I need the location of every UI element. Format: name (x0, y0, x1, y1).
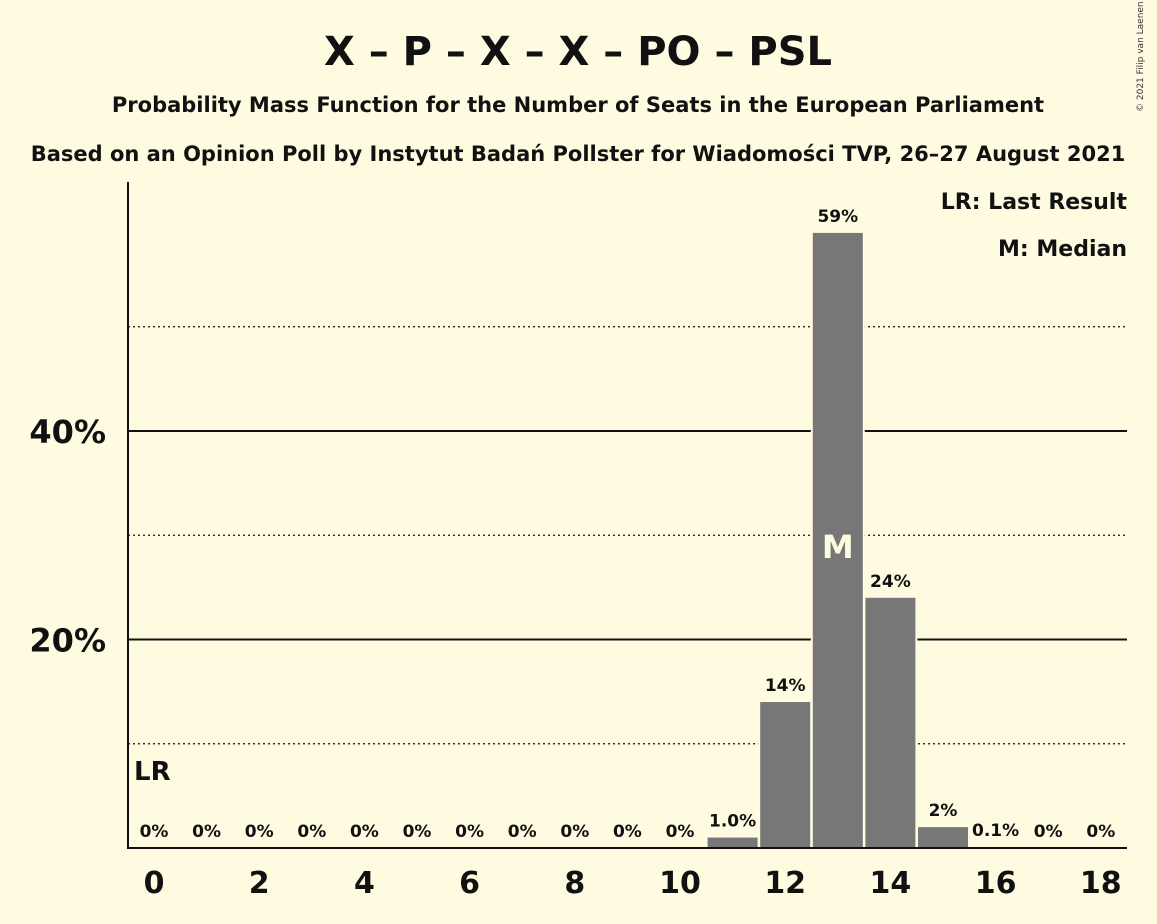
x-tick-label: 2 (249, 866, 270, 901)
bar (707, 837, 758, 848)
y-tick-label: 20% (29, 622, 106, 660)
x-tick-label: 6 (459, 866, 480, 901)
bar-value-label: 59% (817, 207, 858, 227)
axes: 20% 40% 0 2 4 6 8 10 12 14 16 18 (29, 182, 1127, 901)
bar-value-label: 14% (765, 676, 806, 696)
x-tick-label: 12 (764, 866, 806, 901)
y-tick-label: 40% (29, 413, 106, 451)
legend-median: M: Median (998, 237, 1127, 262)
bar-value-label: 0% (455, 822, 484, 842)
bar-value-label: 0% (508, 822, 537, 842)
median-marker: M (822, 528, 854, 566)
bar-value-label: 0% (350, 822, 379, 842)
bars (705, 230, 1023, 849)
last-result-marker: LR (134, 757, 171, 787)
bar-value-label: 24% (870, 572, 911, 592)
x-tick-label: 8 (564, 866, 585, 901)
legend-last-result: LR: Last Result (941, 190, 1128, 215)
bar-value-label: 0.1% (972, 821, 1019, 841)
bar-value-label: 0% (560, 822, 589, 842)
bar (760, 702, 811, 848)
x-tick-label: 16 (975, 866, 1017, 901)
x-tick-label: 18 (1080, 866, 1122, 901)
bar-value-label: 0% (245, 822, 274, 842)
bar-value-label: 0% (140, 822, 169, 842)
bar-halo (968, 844, 1023, 848)
bar (812, 232, 863, 849)
copyright-note: © 2021 Filip van Laenen (1136, 1, 1146, 112)
bar-value-label: 0% (613, 822, 642, 842)
gridlines (128, 326, 1127, 745)
bar-value-label: 0% (1034, 822, 1063, 842)
chart-subtitle: Probability Mass Function for the Number… (112, 93, 1044, 117)
x-tick-label: 14 (870, 866, 912, 901)
bar-value-label: 2% (929, 801, 958, 821)
bar-value-label: 0% (297, 822, 326, 842)
chart-title: X – P – X – X – PO – PSL (324, 29, 832, 75)
bar-value-label: 0% (1086, 822, 1115, 842)
bar (865, 597, 916, 848)
bar-value-label: 0% (666, 822, 695, 842)
x-tick-label: 4 (354, 866, 375, 901)
bar (918, 827, 968, 848)
bar-value-label: 0% (403, 822, 432, 842)
chart-source: Based on an Opinion Poll by Instytut Bad… (31, 142, 1126, 166)
x-tick-label: 10 (659, 866, 701, 901)
x-tick-label: 0 (144, 866, 165, 901)
bar-value-label: 1.0% (709, 812, 756, 832)
bar-value-labels: 0% 0% 0% 0% 0% 0% 0% 0% 0% 0% 0% 1.0% 14% 59% 24% 2% 0.1… (134, 207, 1115, 842)
bar-value-label: 0% (192, 822, 221, 842)
